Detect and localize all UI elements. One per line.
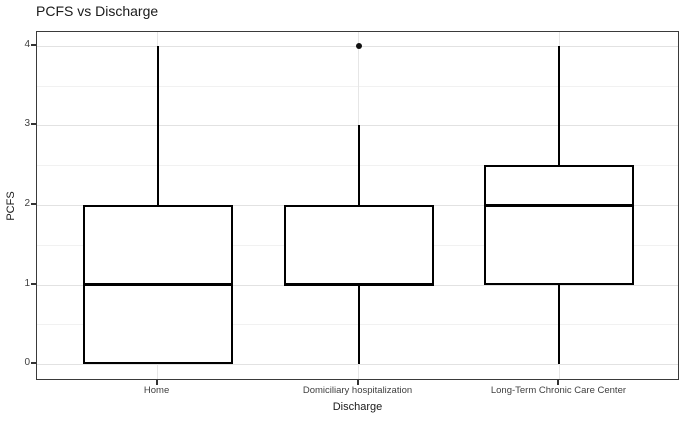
upper-whisker xyxy=(357,125,360,205)
iqr-box xyxy=(283,205,434,285)
x-axis-tick xyxy=(557,380,560,385)
gridline-minor-y xyxy=(37,85,678,87)
plot-panel xyxy=(36,31,679,380)
gridline-major-y xyxy=(37,364,678,366)
y-axis-tick xyxy=(31,43,36,46)
chart-title: PCFS vs Discharge xyxy=(36,3,159,19)
x-axis-title: Discharge xyxy=(332,401,383,413)
y-tick-label: 4 xyxy=(24,38,30,50)
x-tick-label: Domiciliary hospitalization xyxy=(302,385,413,396)
y-axis-tick xyxy=(31,362,36,365)
y-axis-tick xyxy=(31,123,36,126)
median-line xyxy=(283,283,434,287)
median-line xyxy=(82,283,233,287)
lower-whisker xyxy=(558,284,561,365)
lower-whisker xyxy=(357,284,360,365)
x-tick-label: Long-Term Chronic Care Center xyxy=(490,385,627,396)
x-axis-tick xyxy=(356,380,359,385)
x-tick-label: Home xyxy=(143,385,170,396)
y-tick-label: 2 xyxy=(24,198,30,209)
outlier-point xyxy=(355,42,362,49)
iqr-box xyxy=(484,165,635,285)
upper-whisker xyxy=(558,45,561,166)
y-axis-tick xyxy=(31,282,36,285)
y-axis-tick xyxy=(31,203,36,205)
y-tick-label: 1 xyxy=(24,277,30,289)
upper-whisker xyxy=(156,45,159,205)
y-tick-label: 0 xyxy=(24,357,30,369)
y-tick-label: 3 xyxy=(24,118,30,130)
x-axis-tick xyxy=(155,380,158,385)
median-line xyxy=(484,203,635,207)
y-axis-title: PCFS xyxy=(5,191,17,221)
